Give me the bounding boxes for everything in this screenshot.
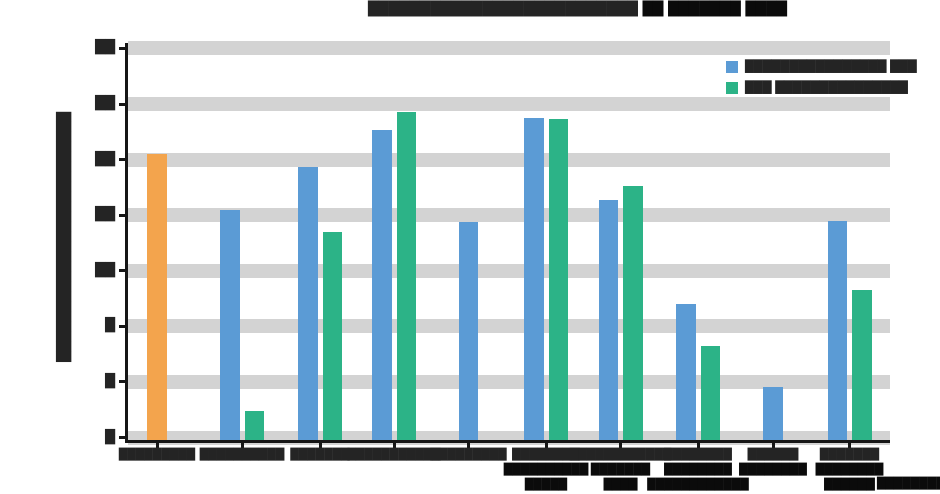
- y-tick-mark: [119, 380, 125, 384]
- x-tick-mark: [318, 443, 322, 449]
- x-category-label: ███████: [255, 447, 385, 462]
- y-tick-mark: [119, 158, 125, 162]
- x-tick-mark: [771, 443, 775, 449]
- x-tick-mark: [392, 443, 396, 449]
- x-tick-mark: [240, 443, 244, 449]
- x-category-label: ████████ ████████ ████████████: [633, 447, 763, 493]
- bar-series-blue-cat3: [298, 166, 318, 440]
- x-category-label-line: ███████: [590, 463, 651, 477]
- x-category-label-line: ████████████: [647, 478, 749, 492]
- y-tick-label: █: [105, 373, 115, 389]
- bar-series-blue-cat10: [827, 220, 847, 440]
- bar-series-blue-cat2: [220, 209, 240, 440]
- gridline-y20: [128, 152, 890, 167]
- x-category-label-line: ████████: [739, 463, 807, 477]
- y-tick-mark: [119, 269, 125, 273]
- x-category-label-line: ██████: [824, 478, 875, 492]
- x-category-label: ███████████████████████: [556, 447, 686, 493]
- x-category-label-line: ██████████: [199, 448, 285, 461]
- bar-highlight-orange-cat1: [147, 154, 167, 440]
- x-tick-mark: [696, 443, 700, 449]
- y-tick-label: ██: [95, 151, 115, 167]
- x-category-label-line: █████: [524, 478, 568, 492]
- x-tick-mark: [155, 443, 159, 449]
- x-category-label-line: █████████: [118, 448, 196, 461]
- y-tick-label: ██: [95, 96, 115, 112]
- x-category-label-line: ████████: [815, 463, 884, 477]
- y-tick-label: ██: [95, 262, 115, 278]
- bar-series-blue-cat5: [458, 222, 479, 440]
- legend-label-blue: ████████████████ ███: [745, 59, 917, 73]
- gridline-y24: [128, 97, 890, 112]
- y-tick-mark: [119, 213, 125, 217]
- x-category-label: ██████████: [177, 447, 307, 462]
- legend-label-green: ███ ███████████████: [745, 80, 908, 94]
- x-tick-mark: [467, 443, 470, 449]
- bar-series-blue-cat7: [598, 199, 618, 440]
- x-tick-mark: [848, 443, 851, 449]
- y-tick-label: █: [105, 429, 115, 445]
- y-tick-label: ██: [95, 207, 115, 223]
- y-tick-label: █: [105, 318, 115, 334]
- x-category-label: █████████: [92, 447, 222, 462]
- x-category-label-line: ████: [603, 478, 638, 492]
- bar-series-green-cat4: [396, 112, 416, 440]
- y-tick-mark: [119, 436, 125, 439]
- bar-series-blue-cat4: [372, 130, 392, 440]
- bar-series-green-cat3: [322, 231, 342, 440]
- gridline-y12: [128, 263, 890, 278]
- y-tick-label: ██: [95, 40, 115, 56]
- x-category-label: ███████ ████████ ██████: [785, 447, 915, 493]
- chart-title: ██████████████████████████ ██ ███████ ██…: [368, 1, 787, 17]
- y-axis-line: [125, 43, 128, 443]
- bar-series-green-cat7: [623, 186, 643, 440]
- gridline-y16: [128, 208, 890, 223]
- x-category-label-line: ███████████: [347, 448, 441, 461]
- x-category-label: █████████: [404, 447, 534, 462]
- x-category-label: ███████████████████████: [481, 447, 611, 493]
- x-axis-line: [125, 439, 890, 443]
- legend-swatch-green: [726, 81, 738, 94]
- chart-title-part2: ██ ███████ ████: [637, 1, 788, 17]
- legend-item-blue: ████████████████ ███: [726, 60, 917, 73]
- bar-series-green-cat6: [548, 119, 568, 440]
- legend-swatch-blue: [726, 60, 738, 73]
- x-category-label-line: ████████: [664, 463, 732, 477]
- gridline-y4: [128, 374, 890, 389]
- y-tick-mark: [119, 46, 125, 50]
- x-category-label-line: █████████: [430, 448, 507, 461]
- y-tick-mark: [119, 102, 125, 106]
- x-tick-mark: [544, 443, 548, 449]
- bar-series-green-cat8: [700, 345, 720, 440]
- x-category-label-line: ████████████: [569, 448, 672, 461]
- bar-series-blue-cat8: [676, 304, 696, 440]
- bar-series-green-cat2: [244, 411, 264, 440]
- x-category-label-line: ██████████: [503, 463, 589, 477]
- bar-series-blue-cat6: [524, 117, 544, 440]
- x-category-label-line: ███████: [290, 448, 350, 461]
- x-category-label: ███████████: [329, 447, 459, 462]
- x-category-label-line: ████████: [512, 448, 580, 461]
- y-axis-title: █████████████████████████: [57, 112, 72, 362]
- footnote-text: ████████: [877, 477, 940, 490]
- gridline-y28: [128, 41, 890, 56]
- gridline-y8: [128, 319, 890, 334]
- x-category-label-line: ████████: [664, 448, 732, 461]
- y-tick-mark: [119, 324, 125, 328]
- x-tick-mark: [619, 443, 622, 449]
- legend-item-green: ███ ███████████████: [726, 81, 908, 94]
- bar-series-blue-cat9: [763, 387, 783, 440]
- x-category-label: ██████ ████████: [708, 447, 838, 477]
- x-category-label-line: ██████: [747, 448, 799, 461]
- x-category-label-line: ███████: [819, 448, 880, 461]
- bar-series-green-cat10: [852, 290, 872, 440]
- chart-title-part1: ██████████████████████████: [368, 1, 638, 17]
